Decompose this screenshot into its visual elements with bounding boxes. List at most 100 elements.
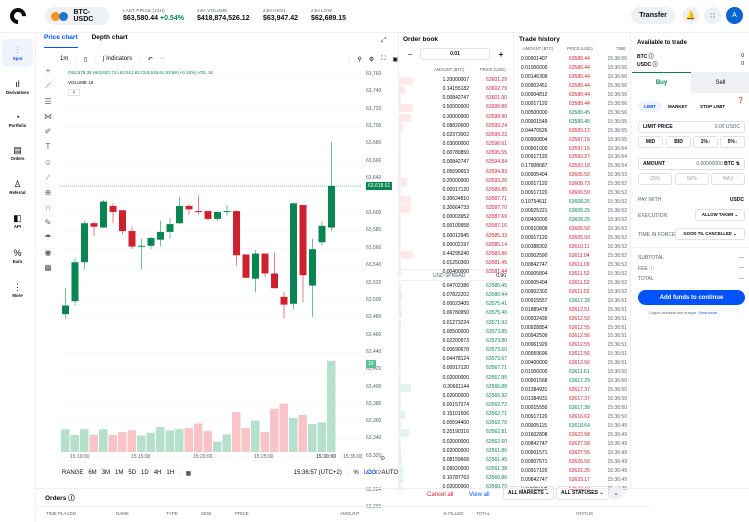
settings-gear-icon[interactable]: ⚙ (368, 56, 375, 63)
mid-button[interactable]: MID (638, 136, 663, 148)
calendar-icon[interactable]: ▦ (185, 470, 192, 477)
camera-icon[interactable]: ▣ (392, 56, 398, 63)
pattern-icon[interactable]: ⋈ (44, 112, 52, 122)
auto-toggle[interactable]: AUTO (381, 470, 398, 476)
clock[interactable]: 15:36:57 (UTC+2) (293, 470, 342, 476)
orderbook-row[interactable]: 0.08820000 63599.24 (399, 122, 511, 131)
orderbook-row[interactable]: 0.00780850 63595.55 (399, 150, 511, 159)
zoom-search-icon[interactable]: ⚲ (357, 56, 362, 63)
orderbook-row[interactable]: 0.00157274 63562.72 (399, 401, 511, 410)
orderbook-row[interactable]: 0.09920000 63561.38 (399, 466, 511, 474)
orderbook-row[interactable]: 0.00109958 63587.16 (399, 223, 511, 232)
lock-icon[interactable]: ☂ (44, 233, 52, 243)
orderbook-row[interactable]: 0.00002197 63585.14 (399, 241, 511, 250)
tab-depth-chart[interactable]: Depth chart (91, 34, 128, 41)
magnet-icon[interactable]: ∩ (45, 202, 51, 212)
orderbook-row[interactable]: 0.00842747 63594.84 (399, 159, 511, 168)
range-5d[interactable]: 5D (128, 470, 137, 476)
price-chart-canvas[interactable] (60, 66, 362, 466)
range-6m[interactable]: 6M (88, 470, 97, 476)
orderbook-row[interactable]: 0.01250360 63581.45 (399, 260, 511, 268)
range-1m[interactable]: 1M (115, 470, 124, 476)
tab-price-chart[interactable]: Price chart (44, 34, 78, 48)
orderbook-row[interactable]: 0.00690678 63573.60 (399, 347, 511, 356)
order-type-stop-limit[interactable]: STOP LIMIT (700, 104, 726, 109)
orderbook-row[interactable]: 0.01273224 63571.93 (399, 319, 511, 328)
orderbook-row[interactable]: 0.07822202 63580.44 (399, 292, 511, 301)
eye-icon[interactable]: ◉ (44, 248, 52, 258)
orderbook-row[interactable]: 0.00012945 63585.33 (399, 232, 511, 241)
orderbook-row[interactable]: 0.00003952 63587.69 (399, 214, 511, 223)
ruler-icon[interactable]: ∕ (47, 172, 49, 182)
fee-info-icon[interactable]: ⓘ (649, 266, 655, 272)
orderbook-row[interactable]: 0.00842747 63601.90 (399, 95, 511, 104)
orderbook-row[interactable]: 0.00917120 63589.85 (399, 186, 511, 195)
orderbook-row[interactable]: 0.00400000 63581.44 (399, 269, 511, 278)
orderbook-row[interactable]: 0.02000000 63567.85 (399, 374, 511, 383)
brush-icon[interactable]: ✐ (44, 127, 52, 137)
undo-icon[interactable]: ↶ (147, 56, 153, 63)
transfer-button[interactable]: Transfer (631, 7, 675, 24)
range-1d[interactable]: 1D (141, 470, 149, 476)
orderbook-row[interactable]: 0.02000000 63562.60 (399, 438, 511, 447)
orderbook-row[interactable]: 0.00917120 63567.71 (399, 365, 511, 374)
expand-icon[interactable]: ⤢ (381, 37, 387, 44)
order-type-market[interactable]: MARKET (668, 104, 688, 109)
collapse-legend-icon[interactable]: ˄ (68, 89, 80, 96)
markets-filter[interactable]: ALL MARKETS ⌄ (503, 486, 555, 500)
limit-price-input[interactable]: LIMIT PRICE 0.00 USDC (638, 121, 745, 133)
cancel-all-button[interactable]: Cancel all (427, 492, 454, 498)
help-icon[interactable]: ❓ (737, 98, 745, 104)
pct-50-button[interactable]: 50% (675, 173, 709, 185)
orderbook-row[interactable]: 0.00594400 63562.70 (399, 420, 511, 429)
coinbase-logo-icon[interactable] (6, 4, 30, 28)
add-funds-button[interactable]: Add funds to continue (638, 290, 745, 305)
pair-selector[interactable]: BTC-USDC (45, 7, 109, 25)
sidebar-item-derivatives[interactable]: ıl Derivatives (6, 79, 29, 95)
text-icon[interactable]: T (45, 142, 51, 152)
view-more-link[interactable]: View more (698, 310, 718, 315)
orders-info-icon[interactable]: ⓘ (68, 495, 75, 502)
tick-size-input[interactable]: 0.01 (420, 48, 490, 60)
orderbook-row[interactable]: 0.50000000 63600.80 (399, 104, 511, 113)
orderbook-row[interactable]: 0.02000000 63566.92 (399, 392, 511, 401)
orderbook-row[interactable]: 0.25190316 63562.81 (399, 429, 511, 438)
orderbook-row[interactable]: 0.04702386 63580.45 (399, 283, 511, 291)
orderbook-row[interactable]: 0.02373002 63599.23 (399, 131, 511, 140)
sidebar-item-earn[interactable]: % Earn (12, 248, 23, 264)
orderbook-row[interactable]: 0.20000000 63593.26 (399, 177, 511, 186)
info-icon[interactable]: ⓘ (648, 54, 654, 60)
avatar[interactable]: A (726, 7, 743, 24)
time-in-force-select[interactable]: GOOD TIL CANCELLED ⌄ (675, 228, 745, 240)
orderbook-row[interactable]: 0.10787763 63560.86 (399, 475, 511, 484)
percent-toggle[interactable]: % (353, 470, 359, 476)
decrease-tick-button[interactable]: – (407, 49, 413, 59)
tab-sell[interactable]: Sell (691, 72, 749, 93)
orderbook-row[interactable]: 0.30661144 63566.88 (399, 383, 511, 392)
horizontal-lines-icon[interactable]: ☰ (44, 97, 52, 107)
sidebar-item-orders[interactable]: ▤ Orders (10, 145, 25, 161)
orderbook-row[interactable]: 0.08159668 63561.45 (399, 456, 511, 465)
pay-with-value[interactable]: USDC (729, 197, 744, 203)
pct-25-button[interactable]: 25% (638, 173, 672, 185)
fullscreen-icon[interactable]: ⛶ (381, 55, 386, 62)
orderbook-row[interactable]: 0.30624810 63587.71 (399, 195, 511, 204)
redo-icon[interactable]: ↷ (159, 56, 165, 63)
time-axis[interactable]: 15:10:00 15:15:00 15:20:00 15:25:00 15:30:00… (70, 454, 363, 460)
bell-icon[interactable]: 🔔 (682, 7, 699, 24)
trash-icon[interactable]: ▦ (44, 263, 52, 273)
execution-select[interactable]: ALLOW TAKER ⌄ (695, 209, 745, 221)
axis-settings-icon[interactable]: ⚙ (380, 456, 386, 462)
trendline-icon[interactable]: ⟋ (45, 81, 51, 91)
sidebar-item-more[interactable]: ⋮ More (12, 282, 23, 298)
minus-5pct-button[interactable]: 5%↓ (720, 136, 745, 148)
info-icon[interactable]: ⓘ (652, 62, 658, 68)
orderbook-row[interactable]: 0.02200573 63573.80 (399, 337, 511, 346)
range-4h[interactable]: 4H (153, 470, 162, 476)
tab-buy[interactable]: Buy (632, 72, 691, 93)
orderbook-row[interactable]: 0.05690653 63594.83 (399, 168, 511, 177)
price-axis[interactable]: 63,760 63,740 63,720 63,700 63,680 63,660 63,6… (366, 71, 393, 510)
increase-tick-button[interactable]: + (498, 49, 504, 59)
lock-drawing-icon[interactable]: ✎ (44, 217, 52, 227)
crosshair-icon[interactable]: + (45, 66, 51, 75)
